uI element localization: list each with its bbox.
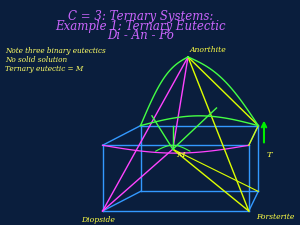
- Text: Anorthite: Anorthite: [190, 46, 227, 54]
- Text: No solid solution: No solid solution: [5, 56, 67, 64]
- Text: Di - An - Fo: Di - An - Fo: [107, 29, 174, 43]
- Text: Forsterite: Forsterite: [256, 213, 295, 221]
- Text: T: T: [267, 151, 272, 159]
- Text: Diopside: Diopside: [81, 216, 115, 224]
- Text: Example 1: Ternary Eutectic: Example 1: Ternary Eutectic: [55, 20, 226, 33]
- Text: C = 3: Ternary Systems:: C = 3: Ternary Systems:: [68, 10, 213, 23]
- Text: Note three binary eutectics: Note three binary eutectics: [5, 47, 106, 55]
- Text: M: M: [176, 151, 184, 159]
- Text: Ternary eutectic = M: Ternary eutectic = M: [5, 65, 83, 73]
